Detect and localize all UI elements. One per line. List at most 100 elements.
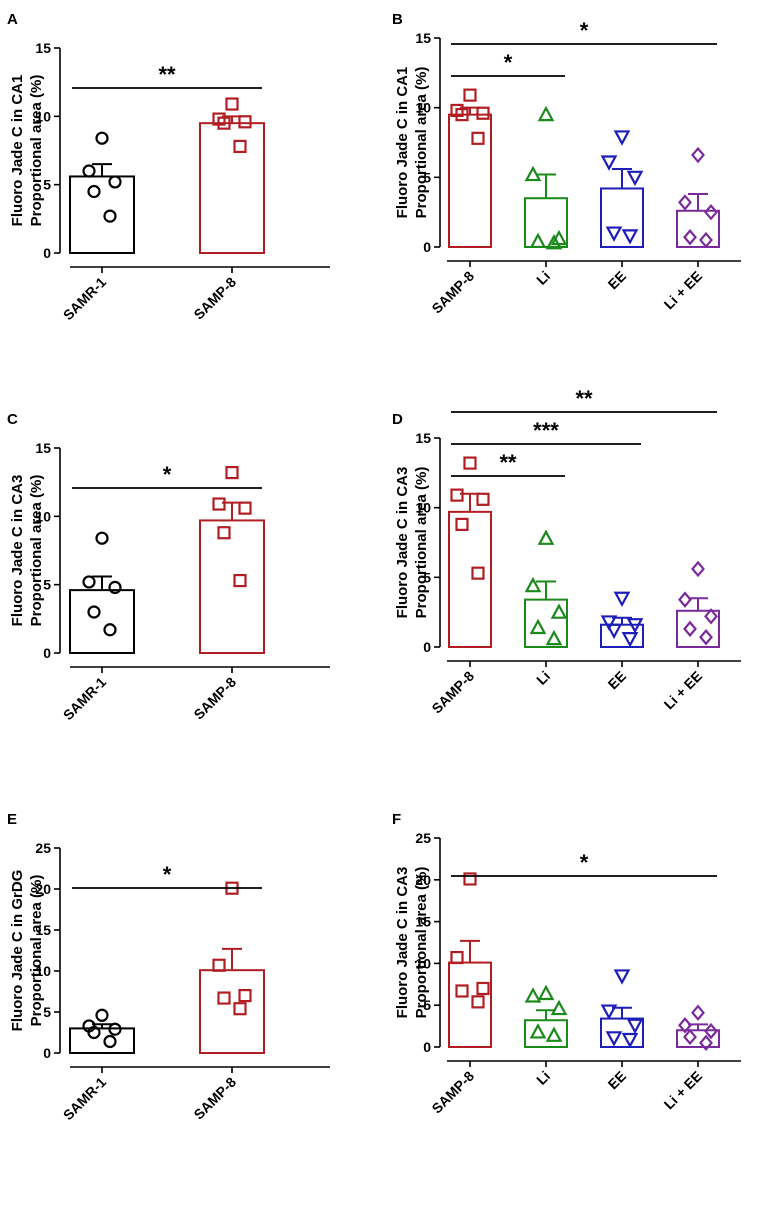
data-point bbox=[691, 1004, 705, 1021]
significance-label: ** bbox=[499, 450, 517, 475]
data-point bbox=[476, 981, 490, 996]
data-point bbox=[699, 231, 713, 249]
data-point bbox=[476, 492, 490, 506]
y-tick-label: 10 bbox=[35, 508, 51, 524]
data-point bbox=[95, 131, 109, 145]
y-tick-label: 25 bbox=[415, 830, 431, 846]
significance-label: * bbox=[163, 862, 172, 887]
x-tick-label: SAMR-1 bbox=[60, 674, 109, 723]
x-tick-label: SAMP-8 bbox=[190, 1074, 239, 1123]
y-axis-label: Fluoro Jade C in CA3 Proportional area (%… bbox=[9, 475, 45, 627]
chart-svg: D Fluoro Jade C in CA3 Proportional area (… bbox=[392, 386, 741, 717]
y-axis-label: Fluoro Jade C in CA1 Proportional area (%… bbox=[9, 75, 45, 227]
data-point bbox=[529, 618, 547, 635]
panel-letter: F bbox=[392, 811, 401, 828]
significance-label: *** bbox=[533, 418, 559, 443]
bar bbox=[600, 187, 644, 248]
chart-svg: B Fluoro Jade C in CA1 Proportional area (… bbox=[392, 11, 741, 317]
data-point bbox=[103, 1034, 117, 1049]
data-point bbox=[225, 465, 239, 480]
y-tick-label: 15 bbox=[415, 430, 431, 446]
x-tick-label: Li + EE bbox=[661, 1068, 706, 1113]
data-point bbox=[455, 984, 469, 998]
data-point bbox=[605, 226, 623, 242]
data-point bbox=[550, 603, 568, 619]
data-point bbox=[524, 165, 542, 182]
significance-label: ** bbox=[575, 386, 593, 411]
data-point bbox=[233, 139, 247, 153]
panel-letter: D bbox=[392, 411, 403, 428]
data-point bbox=[108, 175, 122, 189]
data-point bbox=[529, 232, 547, 249]
data-point bbox=[621, 632, 639, 648]
y-axis-label-line: Fluoro Jade C in CA3 bbox=[394, 467, 411, 619]
x-tick-label: SAMP-8 bbox=[190, 274, 239, 323]
data-point bbox=[103, 623, 117, 637]
data-point bbox=[537, 984, 555, 1001]
data-point bbox=[463, 872, 477, 886]
y-axis-label-line: Proportional area (%) bbox=[28, 875, 45, 1027]
x-tick-label: Li bbox=[533, 1068, 553, 1088]
significance-label: * bbox=[504, 50, 513, 75]
y-tick-label: 5 bbox=[423, 569, 431, 585]
data-point bbox=[471, 566, 485, 580]
y-tick-label: 20 bbox=[35, 881, 51, 897]
bar bbox=[69, 1027, 135, 1054]
y-axis-label-line: Fluoro Jade C in CA1 bbox=[394, 67, 411, 219]
y-tick-label: 5 bbox=[423, 169, 431, 185]
data-point bbox=[87, 605, 101, 619]
bar bbox=[676, 1029, 720, 1048]
data-point bbox=[217, 526, 231, 540]
data-point bbox=[545, 234, 563, 250]
data-point bbox=[455, 517, 469, 531]
data-point bbox=[545, 629, 563, 646]
data-point bbox=[455, 108, 469, 122]
x-tick-label: SAMR-1 bbox=[60, 1074, 109, 1123]
data-point bbox=[600, 1004, 618, 1020]
data-point bbox=[691, 146, 705, 164]
y-tick-label: 25 bbox=[35, 840, 51, 856]
x-tick-label: Li bbox=[533, 668, 553, 688]
panel-letter: C bbox=[7, 411, 18, 428]
data-point bbox=[108, 1022, 122, 1036]
data-point bbox=[605, 1031, 623, 1047]
data-point bbox=[704, 203, 718, 221]
data-point bbox=[699, 629, 713, 646]
data-point bbox=[699, 1034, 713, 1052]
significance-label: * bbox=[580, 850, 589, 875]
chart-svg: E Fluoro Jade C in GrDG Proportional area … bbox=[7, 811, 330, 1123]
bar bbox=[199, 519, 265, 654]
bar bbox=[448, 113, 492, 248]
data-point bbox=[463, 456, 477, 470]
bar bbox=[448, 510, 492, 648]
data-point bbox=[621, 1032, 639, 1049]
data-point bbox=[545, 1026, 563, 1042]
data-point bbox=[537, 105, 555, 122]
data-point bbox=[471, 131, 485, 145]
y-axis-label-line: Fluoro Jade C in CA3 bbox=[9, 475, 26, 627]
y-tick-label: 15 bbox=[415, 30, 431, 46]
y-axis-label-line: Fluoro Jade C in GrDG bbox=[9, 870, 26, 1032]
x-tick-label: SAMP-8 bbox=[190, 674, 239, 723]
y-tick-label: 0 bbox=[43, 245, 51, 261]
y-axis-label-line: Proportional area (%) bbox=[413, 467, 430, 619]
data-point bbox=[212, 958, 226, 972]
chart-svg: C Fluoro Jade C in CA3 Proportional area (… bbox=[7, 411, 330, 723]
data-point bbox=[683, 620, 697, 638]
panel-a: A Fluoro Jade C in CA1 Proportional area (… bbox=[0, 0, 380, 400]
x-tick-label: SAMP-8 bbox=[428, 1068, 477, 1117]
y-tick-label: 0 bbox=[423, 1039, 431, 1055]
y-tick-label: 15 bbox=[35, 440, 51, 456]
data-point bbox=[108, 580, 122, 594]
data-point bbox=[87, 1025, 101, 1040]
y-axis-label-line: Proportional area (%) bbox=[413, 867, 430, 1019]
x-tick-label: Li bbox=[533, 268, 553, 288]
y-tick-label: 0 bbox=[43, 1045, 51, 1061]
data-point bbox=[524, 576, 542, 593]
data-point bbox=[476, 106, 490, 120]
y-tick-label: 15 bbox=[415, 914, 431, 930]
panel-f: F Fluoro Jade C in CA3 Proportional area (… bbox=[385, 800, 765, 1200]
y-tick-label: 15 bbox=[35, 40, 51, 56]
y-tick-label: 10 bbox=[35, 963, 51, 979]
panel-e: E Fluoro Jade C in GrDG Proportional area … bbox=[0, 800, 380, 1200]
